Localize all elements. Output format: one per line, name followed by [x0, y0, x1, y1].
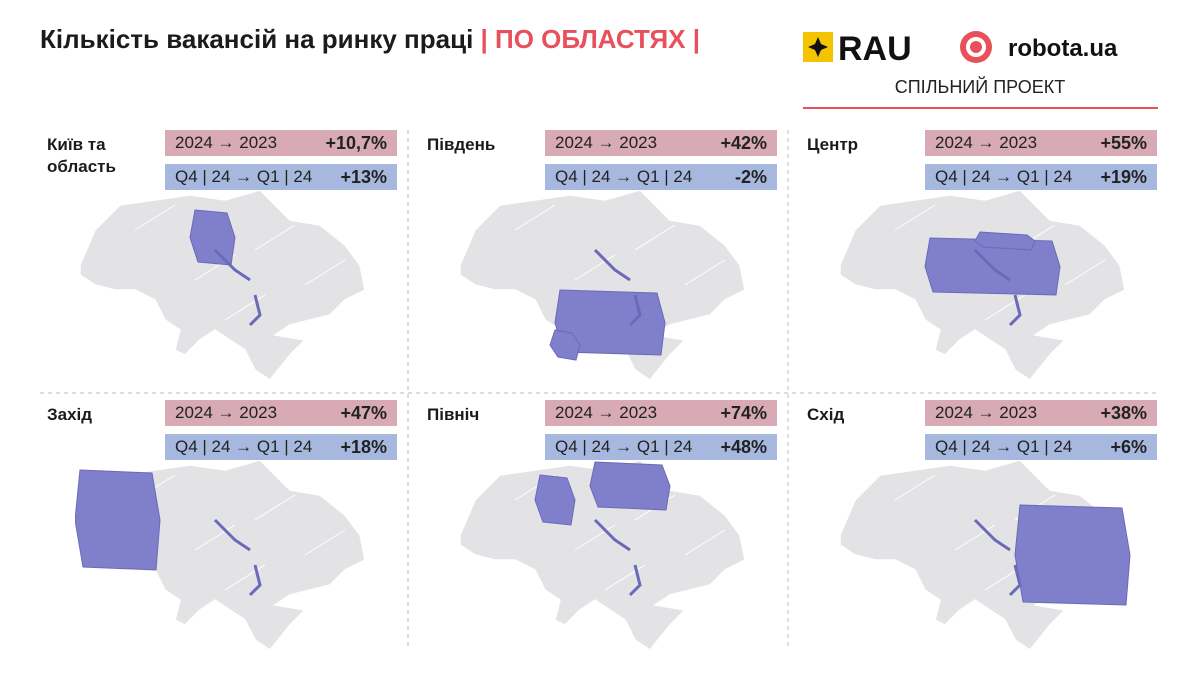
highlight — [974, 231, 1036, 251]
border — [194, 524, 236, 551]
border — [894, 204, 936, 231]
stat-value: +74% — [720, 402, 767, 423]
stat-label: 2024 → 2023 — [935, 133, 1038, 152]
map — [839, 190, 1126, 382]
stat-value: +10,7% — [325, 132, 387, 153]
stat-value: +19% — [1100, 166, 1147, 187]
stat-value: +38% — [1100, 402, 1147, 423]
stat-label: Q4 | 24 → Q1 | 24 — [175, 437, 313, 456]
region-label: Схід — [807, 405, 845, 424]
country — [459, 190, 746, 382]
stat-label: 2024 → 2023 — [555, 133, 658, 152]
stat-value: -2% — [734, 166, 767, 187]
stat-row: Q4 | 24 → Q1 | 24 +6% — [925, 434, 1157, 460]
stat-label: Q4 | 24 → Q1 | 24 — [555, 437, 693, 456]
highlight — [589, 461, 671, 511]
title-highlight: | ПО ОБЛАСТЯХ | — [480, 24, 701, 54]
robota-icon-r — [966, 37, 986, 57]
stat-row: Q4 | 24 → Q1 | 24 +13% — [165, 164, 397, 190]
highlight — [534, 474, 576, 526]
stat-label: Q4 | 24 → Q1 | 24 — [935, 167, 1073, 186]
stat-label: 2024 → 2023 — [175, 133, 278, 152]
stat-row: 2024 → 2023 +74% — [545, 400, 777, 426]
stat-value: +18% — [340, 436, 387, 457]
stat-row: Q4 | 24 → Q1 | 24 +19% — [925, 164, 1157, 190]
border — [134, 204, 176, 231]
stat-row: Q4 | 24 → Q1 | 24 -2% — [545, 164, 777, 190]
country — [459, 460, 746, 652]
logos: RAU robota.ua СПІЛЬНИЙ ПРОЕКТ — [803, 30, 1158, 109]
border — [604, 564, 646, 591]
robota-icon — [960, 31, 992, 63]
stat-label: Q4 | 24 → Q1 | 24 — [555, 167, 693, 186]
border — [684, 259, 726, 286]
subtitle: СПІЛЬНИЙ ПРОЕКТ — [895, 76, 1065, 97]
river — [213, 518, 262, 597]
border — [304, 259, 346, 286]
border — [954, 524, 996, 551]
logo-rau: RAU — [838, 30, 912, 68]
logo-robota: robota.ua — [1008, 35, 1118, 62]
border — [254, 224, 296, 251]
region-label: Північ — [427, 405, 480, 424]
border — [574, 524, 616, 551]
stat-label: 2024 → 2023 — [175, 403, 278, 422]
river — [213, 248, 262, 327]
river — [593, 518, 642, 597]
region-label: Південь — [427, 135, 496, 154]
stat-row: 2024 → 2023 +55% — [925, 130, 1157, 156]
map — [79, 190, 366, 382]
river — [593, 248, 642, 327]
stat-row: Q4 | 24 → Q1 | 24 +18% — [165, 434, 397, 460]
map — [75, 460, 366, 652]
map — [459, 460, 746, 652]
stat-label: 2024 → 2023 — [555, 403, 658, 422]
stat-row: 2024 → 2023 +38% — [925, 400, 1157, 426]
border — [224, 564, 266, 591]
region-label: Центр — [807, 135, 859, 154]
stat-value: +47% — [340, 402, 387, 423]
border — [634, 224, 676, 251]
stat-value: +55% — [1100, 132, 1147, 153]
border — [1064, 259, 1106, 286]
border — [304, 529, 346, 556]
stat-row: 2024 → 2023 +10,7% — [165, 130, 397, 156]
border — [254, 494, 296, 521]
stat-row: 2024 → 2023 +47% — [165, 400, 397, 426]
stat-row: Q4 | 24 → Q1 | 24 +48% — [545, 434, 777, 460]
map — [459, 190, 746, 382]
border — [514, 204, 556, 231]
title-text: Кількість вакансій на ринку праці — [40, 24, 474, 54]
highlight — [549, 329, 581, 361]
stat-value: +48% — [720, 436, 767, 457]
stat-label: 2024 → 2023 — [935, 403, 1038, 422]
rau-star — [808, 37, 828, 57]
region-label: Київ та область — [47, 135, 116, 176]
title: Кількість вакансій на ринку праці | ПО О… — [40, 24, 700, 55]
country — [79, 190, 366, 382]
stat-value: +6% — [1110, 436, 1147, 457]
highlight — [1014, 504, 1131, 606]
river — [973, 518, 1022, 597]
border — [684, 529, 726, 556]
highlight — [189, 209, 236, 266]
region-label: Захід — [47, 405, 93, 424]
stat-value: +42% — [720, 132, 767, 153]
highlight — [75, 469, 161, 571]
border — [224, 294, 266, 321]
river — [973, 248, 1022, 327]
stat-row: 2024 → 2023 +42% — [545, 130, 777, 156]
stat-label: Q4 | 24 → Q1 | 24 — [175, 167, 313, 186]
border — [574, 254, 616, 281]
map — [839, 460, 1131, 652]
border — [984, 294, 1026, 321]
stat-value: +13% — [340, 166, 387, 187]
stat-label: Q4 | 24 → Q1 | 24 — [935, 437, 1073, 456]
border — [894, 474, 936, 501]
